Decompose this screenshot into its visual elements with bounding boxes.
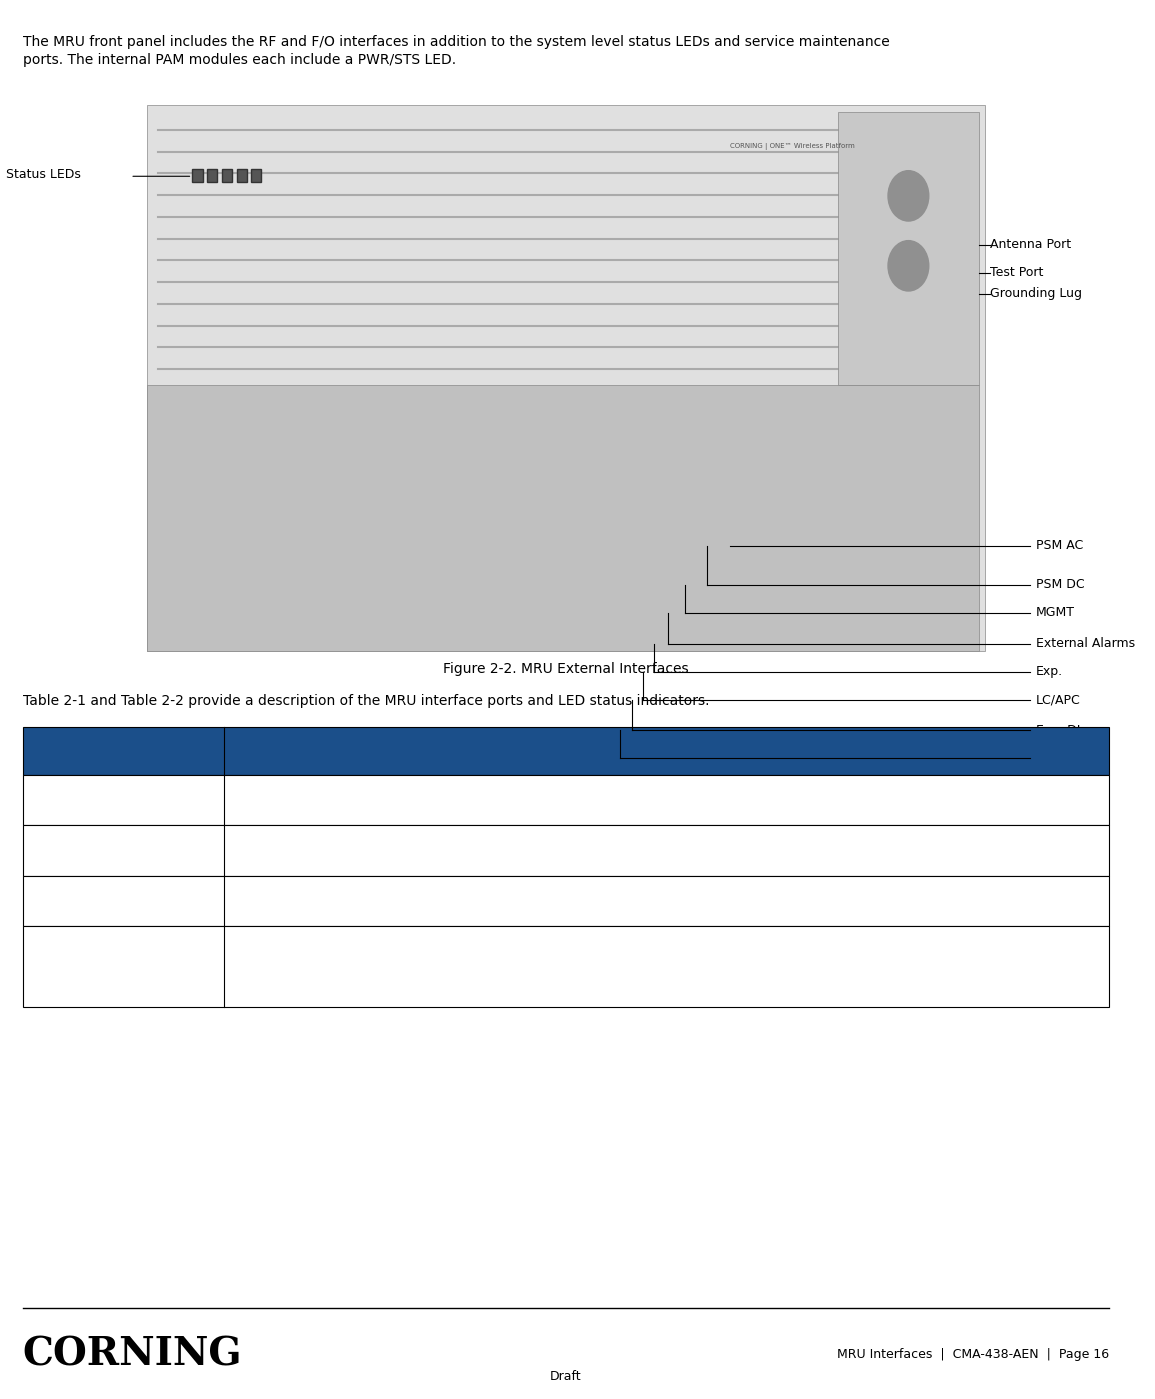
Text: Test Port: Test Port [991,266,1044,280]
Text: Description: Description [231,744,325,758]
Text: Figure 2-2. MRU External Interfaces: Figure 2-2. MRU External Interfaces [444,662,688,676]
Text: LC/APC: LC/APC [1036,693,1080,706]
Text: N/A (Future option); 4.3-10 Type RF port for 2.5 GHz external RF source: N/A (Future option); 4.3-10 Type RF port… [231,894,724,908]
Bar [252,169,261,182]
Text: Port: Port [29,744,62,758]
Bar [837,112,979,385]
Bar [23,775,1109,825]
Bar [222,169,232,182]
Bar [207,169,217,182]
Text: QMA coupling test port used for UL and DL measurements during system operation: QMA coupling test port used for UL and D… [231,844,811,858]
Bar [23,926,1109,1007]
Circle shape [888,171,929,221]
Text: 2.5 GHz INPUT PORT: 2.5 GHz INPUT PORT [29,894,171,908]
Text: ANTENNA PORT: ANTENNA PORT [29,793,137,807]
Text: Exp. DL: Exp. DL [1036,723,1083,737]
Text: Draft: Draft [550,1370,582,1384]
Text: GND: GND [29,960,61,974]
Text: Table 2-1 and Table 2-2 provide a description of the MRU interface ports and LED: Table 2-1 and Table 2-2 provide a descri… [23,694,709,708]
Text: The MRU front panel includes the RF and F/O interfaces in addition to the system: The MRU front panel includes the RF and … [23,35,889,67]
Text: MGMT: MGMT [1036,606,1075,620]
Circle shape [888,241,929,291]
Text: Two-hole, standard barrel grounding lug (refer to Appendix A: Specifications for: Two-hole, standard barrel grounding lug … [231,951,782,982]
Text: 4.3-10 Type RF duplexed RF antenna port: 4.3-10 Type RF duplexed RF antenna port [231,793,519,807]
Text: PSM AC: PSM AC [1036,539,1083,553]
Bar [23,825,1109,876]
Bar [147,385,979,651]
Text: CORNING: CORNING [23,1335,243,1374]
Bar [147,105,985,651]
Bar [23,876,1109,926]
Text: Exp. UL: Exp. UL [1036,751,1083,765]
Bar [23,727,1109,775]
Text: Antenna Port: Antenna Port [991,238,1072,252]
Text: MRU Interfaces  |  CMA-438-AEN  |  Page 16: MRU Interfaces | CMA-438-AEN | Page 16 [837,1347,1109,1361]
Text: TEST PORT: TEST PORT [29,844,105,858]
Bar [193,169,202,182]
Text: Grounding Lug: Grounding Lug [991,287,1082,301]
Text: Status LEDs: Status LEDs [6,168,81,182]
Text: PSM DC: PSM DC [1036,578,1085,592]
Text: Exp.: Exp. [1036,665,1063,679]
Bar [237,169,247,182]
Text: External Alarms: External Alarms [1036,637,1135,651]
Text: CORNING | ONE™ Wireless Platform: CORNING | ONE™ Wireless Platform [730,143,855,151]
